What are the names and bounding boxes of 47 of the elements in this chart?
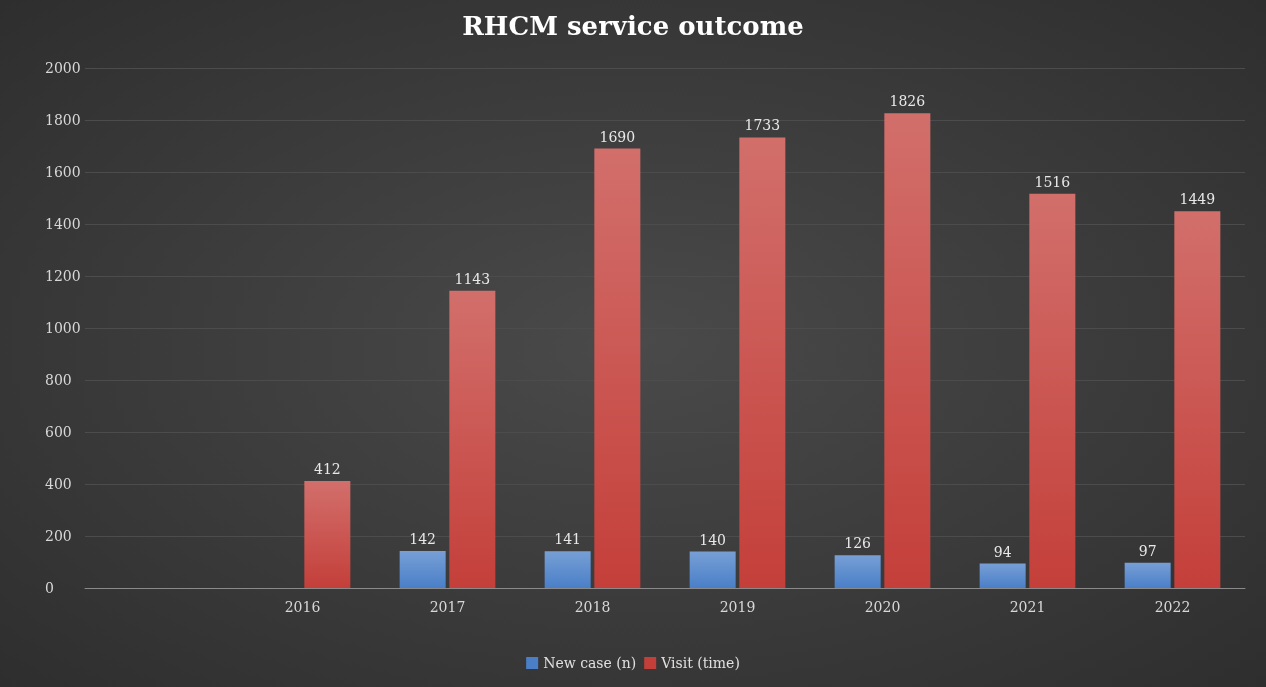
y-tick-label: 2000 — [45, 60, 81, 76]
data-label: 141 — [554, 531, 582, 548]
bar — [1124, 562, 1171, 588]
y-tick-label: 1000 — [45, 320, 81, 336]
data-label: 140 — [699, 531, 727, 548]
data-label: 97 — [1138, 542, 1157, 559]
bar — [449, 290, 496, 588]
data-label: 126 — [844, 535, 872, 552]
x-tick-label: 2021 — [1009, 599, 1046, 615]
bar — [304, 480, 351, 588]
chart-title: RHCM service outcome — [462, 11, 804, 41]
y-tick-label: 1600 — [45, 164, 81, 180]
y-tick-label: 200 — [45, 528, 72, 544]
legend-label: Visit (time) — [660, 655, 740, 671]
x-tick-label: 2020 — [864, 599, 901, 615]
bar — [1174, 211, 1221, 588]
y-tick-label: 400 — [45, 476, 72, 492]
bar — [884, 113, 931, 588]
data-label: 94 — [993, 543, 1012, 560]
bar — [1029, 193, 1076, 588]
y-tick-label: 0 — [45, 580, 54, 596]
bar — [979, 563, 1026, 588]
data-label: 1690 — [599, 128, 636, 145]
data-label: 1143 — [454, 270, 491, 287]
x-tick-label: 2017 — [429, 599, 466, 615]
bar — [834, 555, 881, 588]
x-tick-label: 2016 — [284, 599, 321, 615]
bar — [399, 551, 446, 588]
data-label: 1516 — [1034, 173, 1071, 190]
y-tick-label: 1800 — [45, 112, 81, 128]
data-label: 1733 — [744, 117, 781, 134]
y-tick-label: 800 — [45, 372, 72, 388]
x-tick-label: 2019 — [719, 599, 756, 615]
y-tick-label: 600 — [45, 424, 72, 440]
data-label: 1826 — [889, 93, 926, 110]
data-label: 1449 — [1179, 191, 1216, 208]
x-tick-label: 2022 — [1154, 599, 1191, 615]
legend-label: New case (n) — [543, 655, 637, 671]
y-tick-label: 1400 — [45, 216, 81, 232]
y-tick-label: 1200 — [45, 268, 81, 284]
bar — [689, 551, 736, 588]
data-label: 412 — [313, 460, 341, 477]
bar — [739, 137, 786, 588]
data-label: 142 — [409, 531, 437, 548]
x-tick-label: 2018 — [574, 599, 611, 615]
bar — [544, 551, 591, 588]
bar — [594, 148, 641, 588]
